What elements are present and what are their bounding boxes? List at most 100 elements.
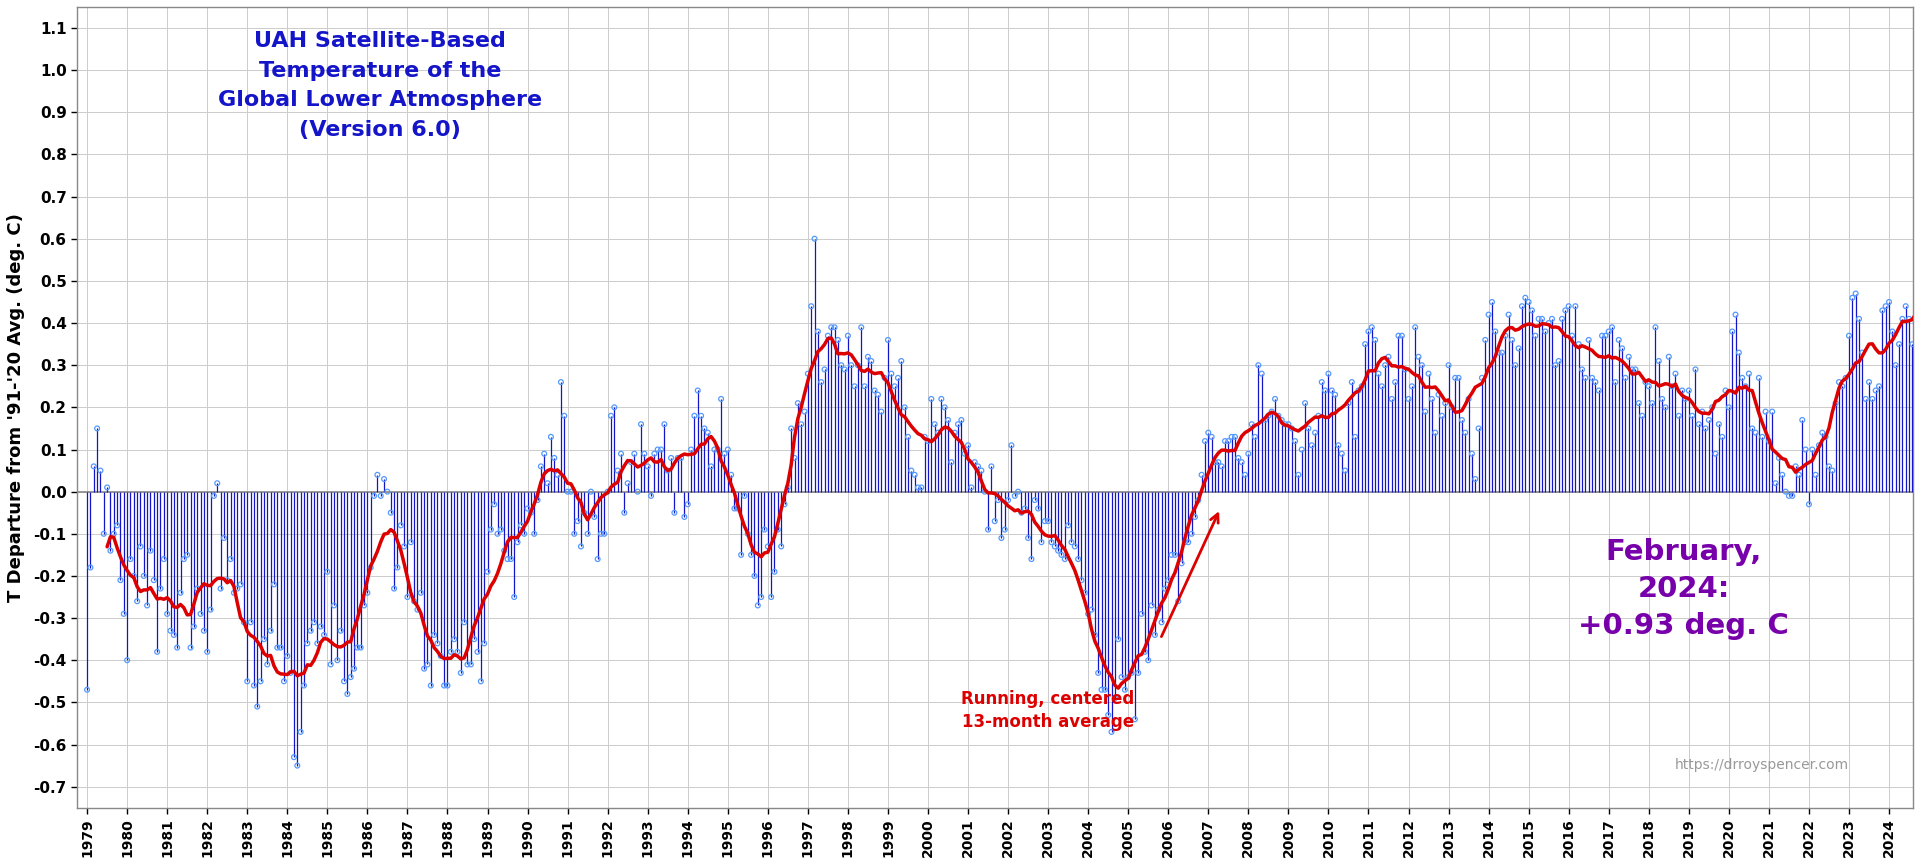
Point — [261, 641, 292, 655]
Point — [1910, 303, 1920, 317]
Point — [1064, 552, 1094, 566]
Point — [1824, 375, 1855, 389]
Point — [1661, 366, 1692, 380]
Point — [119, 569, 150, 583]
Point — [1377, 392, 1407, 406]
Point — [1624, 397, 1655, 410]
Point — [712, 442, 743, 456]
Point — [695, 460, 726, 473]
Point — [275, 666, 305, 680]
Point — [1050, 552, 1081, 566]
Point — [399, 594, 430, 608]
Text: UAH Satellite-Based
Temperature of the
Global Lower Atmosphere
(Version 6.0): UAH Satellite-Based Temperature of the G… — [219, 31, 541, 140]
Point — [509, 527, 540, 541]
Point — [1897, 337, 1920, 351]
Point — [196, 603, 227, 617]
Point — [1636, 397, 1667, 410]
Point — [1807, 426, 1837, 440]
Point — [415, 678, 445, 692]
Point — [572, 527, 603, 541]
Point — [1023, 502, 1054, 516]
Point — [1905, 295, 1920, 309]
Point — [378, 581, 409, 595]
Text: Running, centered
13-month average: Running, centered 13-month average — [962, 689, 1135, 731]
Point — [1507, 299, 1538, 313]
Point — [772, 480, 803, 494]
Point — [559, 527, 589, 541]
Point — [111, 653, 142, 667]
Point — [639, 447, 670, 461]
Point — [852, 350, 883, 364]
Point — [503, 536, 534, 550]
Point — [693, 426, 724, 440]
Point — [1190, 435, 1221, 448]
Point — [649, 417, 680, 431]
Point — [745, 590, 776, 604]
Point — [1657, 379, 1688, 393]
Point — [1380, 375, 1411, 389]
Point — [1037, 536, 1068, 550]
Point — [645, 442, 676, 456]
Point — [1400, 321, 1430, 334]
Point — [1634, 379, 1665, 393]
Point — [653, 464, 684, 478]
Text: https://drroyspencer.com: https://drroyspencer.com — [1674, 758, 1849, 772]
Point — [1079, 628, 1110, 642]
Point — [202, 476, 232, 490]
Point — [1697, 400, 1728, 414]
Point — [219, 586, 250, 600]
Point — [96, 543, 127, 557]
Point — [916, 392, 947, 406]
Point — [1283, 468, 1313, 482]
Point — [1513, 295, 1544, 309]
Point — [1828, 379, 1859, 393]
Point — [739, 569, 770, 583]
Point — [499, 590, 530, 604]
Point — [1089, 683, 1119, 696]
Point — [789, 404, 820, 418]
Point — [1309, 384, 1340, 397]
Point — [1290, 397, 1321, 410]
Point — [568, 505, 599, 519]
Point — [1012, 531, 1043, 545]
Point — [893, 430, 924, 444]
Point — [785, 417, 816, 431]
Point — [1711, 384, 1741, 397]
Point — [372, 485, 403, 499]
Point — [1866, 303, 1897, 317]
Point — [1874, 295, 1905, 309]
Point — [440, 632, 470, 646]
Point — [586, 527, 616, 541]
Point — [463, 645, 493, 658]
Point — [392, 590, 422, 604]
Point — [1029, 514, 1060, 528]
Point — [148, 552, 179, 566]
Point — [630, 447, 660, 461]
Point — [1572, 333, 1603, 346]
Point — [910, 430, 941, 444]
Point — [1183, 493, 1213, 507]
Point — [876, 366, 906, 380]
Point — [1743, 371, 1774, 384]
Point — [1523, 312, 1553, 326]
Point — [591, 485, 622, 499]
Point — [612, 476, 643, 490]
Point — [1340, 430, 1371, 444]
Point — [1837, 291, 1868, 305]
Point — [1907, 299, 1920, 313]
Point — [1432, 359, 1463, 372]
Point — [1820, 397, 1851, 410]
Point — [432, 678, 463, 692]
Point — [1396, 379, 1427, 393]
Point — [1256, 404, 1286, 418]
Point — [1277, 422, 1308, 435]
Point — [156, 624, 186, 638]
Point — [1273, 417, 1304, 431]
Point — [1640, 321, 1670, 334]
Point — [182, 581, 213, 595]
Point — [1649, 400, 1680, 414]
Point — [1240, 430, 1271, 444]
Point — [296, 624, 326, 638]
Point — [626, 417, 657, 431]
Point — [338, 662, 369, 676]
